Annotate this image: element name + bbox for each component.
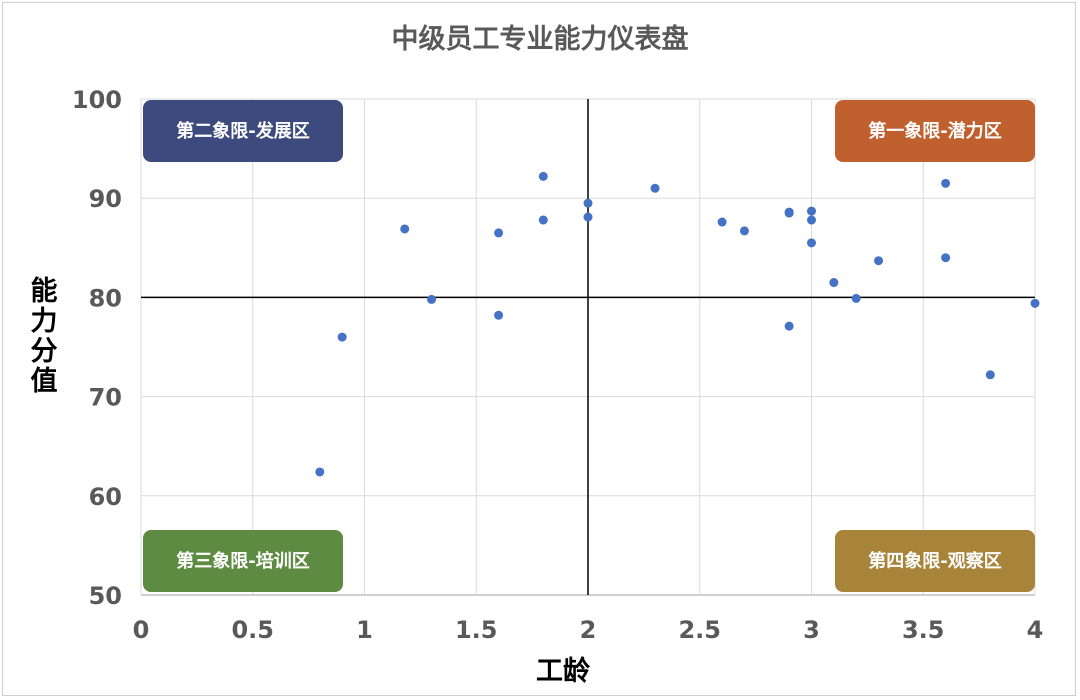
x-tick-label: 4 (1027, 616, 1044, 644)
y-tick-label: 50 (89, 582, 122, 610)
x-tick-label: 1 (356, 616, 373, 644)
data-point (784, 208, 794, 218)
data-point (739, 226, 749, 236)
data-point (941, 253, 951, 263)
data-point (337, 332, 347, 342)
quadrant-label-text: 第二象限-发展区 (176, 120, 309, 142)
data-point (1030, 298, 1040, 308)
axis-ticks: 0 0.5 1 1.5 2 2.5 3 3.5 4 50 60 70 80 90 100 (72, 86, 1043, 644)
quadrant-label-text: 第一象限-潜力区 (868, 120, 1001, 142)
data-point (717, 217, 727, 227)
data-point (784, 321, 794, 331)
data-point (874, 256, 884, 266)
data-point (829, 278, 839, 288)
data-point (538, 171, 548, 181)
data-point (538, 215, 548, 225)
data-point (494, 228, 504, 238)
y-tick-label: 60 (89, 483, 122, 511)
x-tick-label: 3.5 (902, 616, 945, 644)
quadrant-label-text: 第四象限-观察区 (868, 550, 1001, 572)
x-axis-label: 工龄 (536, 655, 591, 687)
x-tick-label: 0.5 (231, 616, 274, 644)
data-point (583, 212, 593, 222)
y-axis-label: 能力分值 (31, 275, 58, 397)
x-tick-label: 2 (580, 616, 597, 644)
x-tick-label: 0 (133, 616, 150, 644)
data-point (807, 215, 816, 225)
reference-lines (141, 99, 1035, 595)
x-tick-label: 1.5 (455, 616, 498, 644)
quadrant-label-bottom-left: 第三象限-培训区 (143, 530, 343, 592)
y-tick-label: 100 (72, 86, 122, 114)
data-point (315, 467, 325, 477)
x-tick-label: 3 (803, 616, 820, 644)
y-tick-label: 70 (89, 384, 122, 412)
data-points (315, 171, 1040, 477)
quadrant-label-box (143, 530, 343, 592)
x-tick-label: 2.5 (678, 616, 721, 644)
data-point (941, 178, 951, 188)
data-point (494, 310, 504, 320)
data-point (583, 198, 593, 208)
quadrant-label-box (835, 530, 1035, 592)
y-tick-label: 80 (89, 284, 122, 312)
data-point (427, 294, 437, 304)
data-point (650, 183, 660, 193)
y-tick-label: 90 (89, 185, 122, 213)
quadrant-label-top-right: 第一象限-潜力区 (835, 100, 1035, 162)
data-point (851, 293, 861, 303)
quadrant-label-top-left: 第二象限-发展区 (143, 100, 343, 162)
data-point (985, 370, 995, 380)
quadrant-label-box (143, 100, 343, 162)
quadrant-label-bottom-right: 第四象限-观察区 (835, 530, 1035, 592)
chart-title: 中级员工专业能力仪表盘 (392, 23, 689, 55)
data-point (807, 206, 816, 216)
quadrant-label-box (835, 100, 1035, 162)
data-point (400, 224, 410, 234)
data-point (807, 238, 816, 248)
quadrant-label-text: 第三象限-培训区 (176, 550, 309, 572)
